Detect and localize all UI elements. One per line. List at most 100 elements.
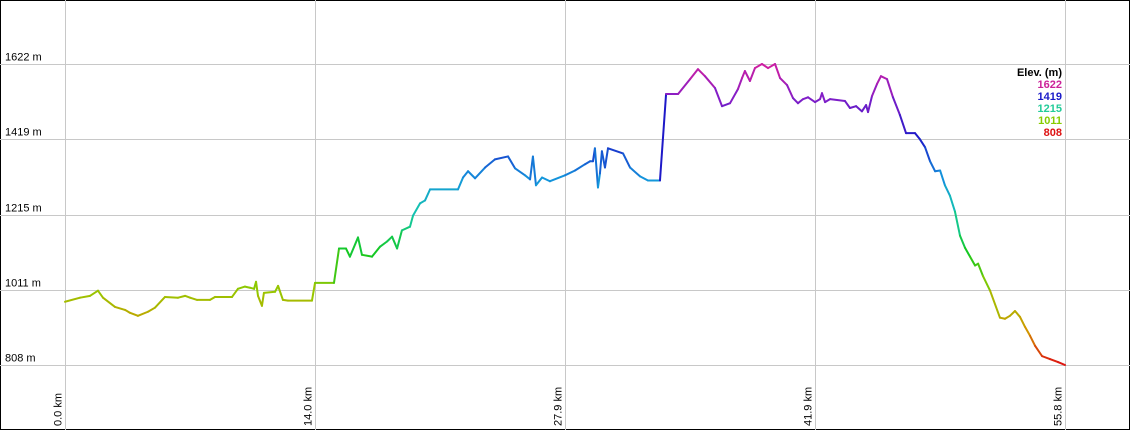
elevation-segment xyxy=(796,98,804,105)
y-tick-label: 808 m xyxy=(5,353,36,365)
elevation-segment xyxy=(507,155,516,170)
elevation-segment xyxy=(412,202,422,217)
elevation-segment xyxy=(603,147,610,169)
elevation-segment xyxy=(948,194,956,213)
elevation-segment xyxy=(843,99,851,110)
elevation-segment xyxy=(177,294,187,299)
y-tick-label: 1622 m xyxy=(5,52,42,64)
elevation-segment xyxy=(898,114,908,135)
elevation-segment xyxy=(929,160,937,173)
elevation-segment xyxy=(96,289,104,299)
elevation-segment xyxy=(129,311,139,317)
legend-entry: 1419 xyxy=(1038,91,1062,103)
y-tick-label: 1011 m xyxy=(5,278,41,290)
elevation-segment xyxy=(876,75,882,85)
elevation-segment xyxy=(1048,358,1060,364)
elevation-segment xyxy=(924,146,932,163)
elevation-segment xyxy=(622,152,632,169)
elevation-segment xyxy=(629,166,642,178)
elevation-segment xyxy=(1019,315,1027,328)
elevation-segment xyxy=(164,295,180,299)
x-tick-label: 0.0 km xyxy=(53,393,65,426)
elevation-segment xyxy=(474,166,487,180)
elevation-segment xyxy=(964,246,972,258)
elevation-segment xyxy=(89,289,99,297)
elevation-segment xyxy=(396,229,403,250)
elevation-segment xyxy=(514,167,527,177)
elevation-segment xyxy=(953,210,961,237)
elevation-segment xyxy=(260,291,265,307)
elevation-segment xyxy=(114,305,127,311)
elevation-segment xyxy=(736,77,744,91)
elevation-segment xyxy=(714,87,723,108)
elevation-segment xyxy=(743,70,751,83)
elevation-segment xyxy=(939,169,946,187)
elevation-segment xyxy=(658,92,668,182)
elevation-segment xyxy=(1008,310,1016,317)
elevation-segment xyxy=(236,285,246,290)
elevation-segment xyxy=(277,284,284,301)
elevation-segment xyxy=(867,95,873,114)
elevation-line xyxy=(64,63,1066,366)
elevation-segment xyxy=(729,88,739,105)
legend-entry: 1622 xyxy=(1038,79,1062,91)
elevation-segment xyxy=(1041,355,1051,361)
elevation-segment xyxy=(696,68,706,78)
elevation-segment xyxy=(493,155,510,161)
elevation-segment xyxy=(79,294,92,299)
elevation-segment xyxy=(677,78,692,95)
elevation-segment xyxy=(919,138,927,149)
elevation-segment xyxy=(1024,325,1032,337)
elevation-segment xyxy=(870,82,879,98)
x-tick-label: 55.8 km xyxy=(1053,387,1065,426)
elevation-segment xyxy=(829,98,846,102)
elevation-segment xyxy=(467,170,477,180)
elevation-segment xyxy=(153,295,166,309)
elevation-segment xyxy=(101,296,116,308)
elevation-segment xyxy=(1057,361,1066,366)
elevation-segment xyxy=(703,75,716,90)
elevation-segment xyxy=(332,247,341,284)
elevation-segment xyxy=(914,132,922,141)
elevation-segment xyxy=(531,155,537,187)
elevation-segment xyxy=(189,296,199,301)
elevation-segment xyxy=(136,310,149,317)
elevation-segment xyxy=(348,236,360,258)
elevation-segment xyxy=(760,63,770,70)
elevation-segment xyxy=(891,96,901,117)
elevation-segment xyxy=(593,147,599,189)
elevation-segment xyxy=(720,102,732,108)
elevation-segment xyxy=(400,225,411,232)
elevation-segment xyxy=(958,234,966,249)
elevation-segment xyxy=(310,281,316,302)
elevation-segment xyxy=(820,92,827,104)
elevation-segment xyxy=(408,214,415,228)
elevation-segment xyxy=(689,68,699,81)
elevation-segment xyxy=(786,84,794,100)
elevation-segment xyxy=(391,235,399,250)
elevation-segment xyxy=(360,253,373,258)
elevation-segment xyxy=(370,245,382,258)
x-axis: 0.0 km 14.0 km 27.9 km 41.9 km 55.8 km xyxy=(53,387,1065,426)
elevation-segment xyxy=(753,63,763,70)
elevation-segment xyxy=(807,96,816,104)
elevation-segment xyxy=(1034,344,1044,358)
elevation-segment xyxy=(855,105,863,113)
elevation-segment xyxy=(791,97,799,105)
elevation-segment xyxy=(255,280,260,297)
elevation-segment xyxy=(1014,310,1022,318)
elevation-segment xyxy=(989,289,1001,319)
elevation-segment xyxy=(262,290,277,294)
elevation-segment xyxy=(386,235,394,243)
elevation-segment xyxy=(548,174,566,183)
legend-title: Elev. (m) xyxy=(1017,67,1062,79)
elevation-segment xyxy=(64,296,82,303)
elevation-segment xyxy=(345,247,351,258)
elevation-segment xyxy=(231,287,239,298)
legend-entry: 1215 xyxy=(1038,103,1062,115)
elevation-segment xyxy=(639,175,649,182)
elevation-segment xyxy=(977,262,984,277)
elevation-segment xyxy=(462,170,470,179)
